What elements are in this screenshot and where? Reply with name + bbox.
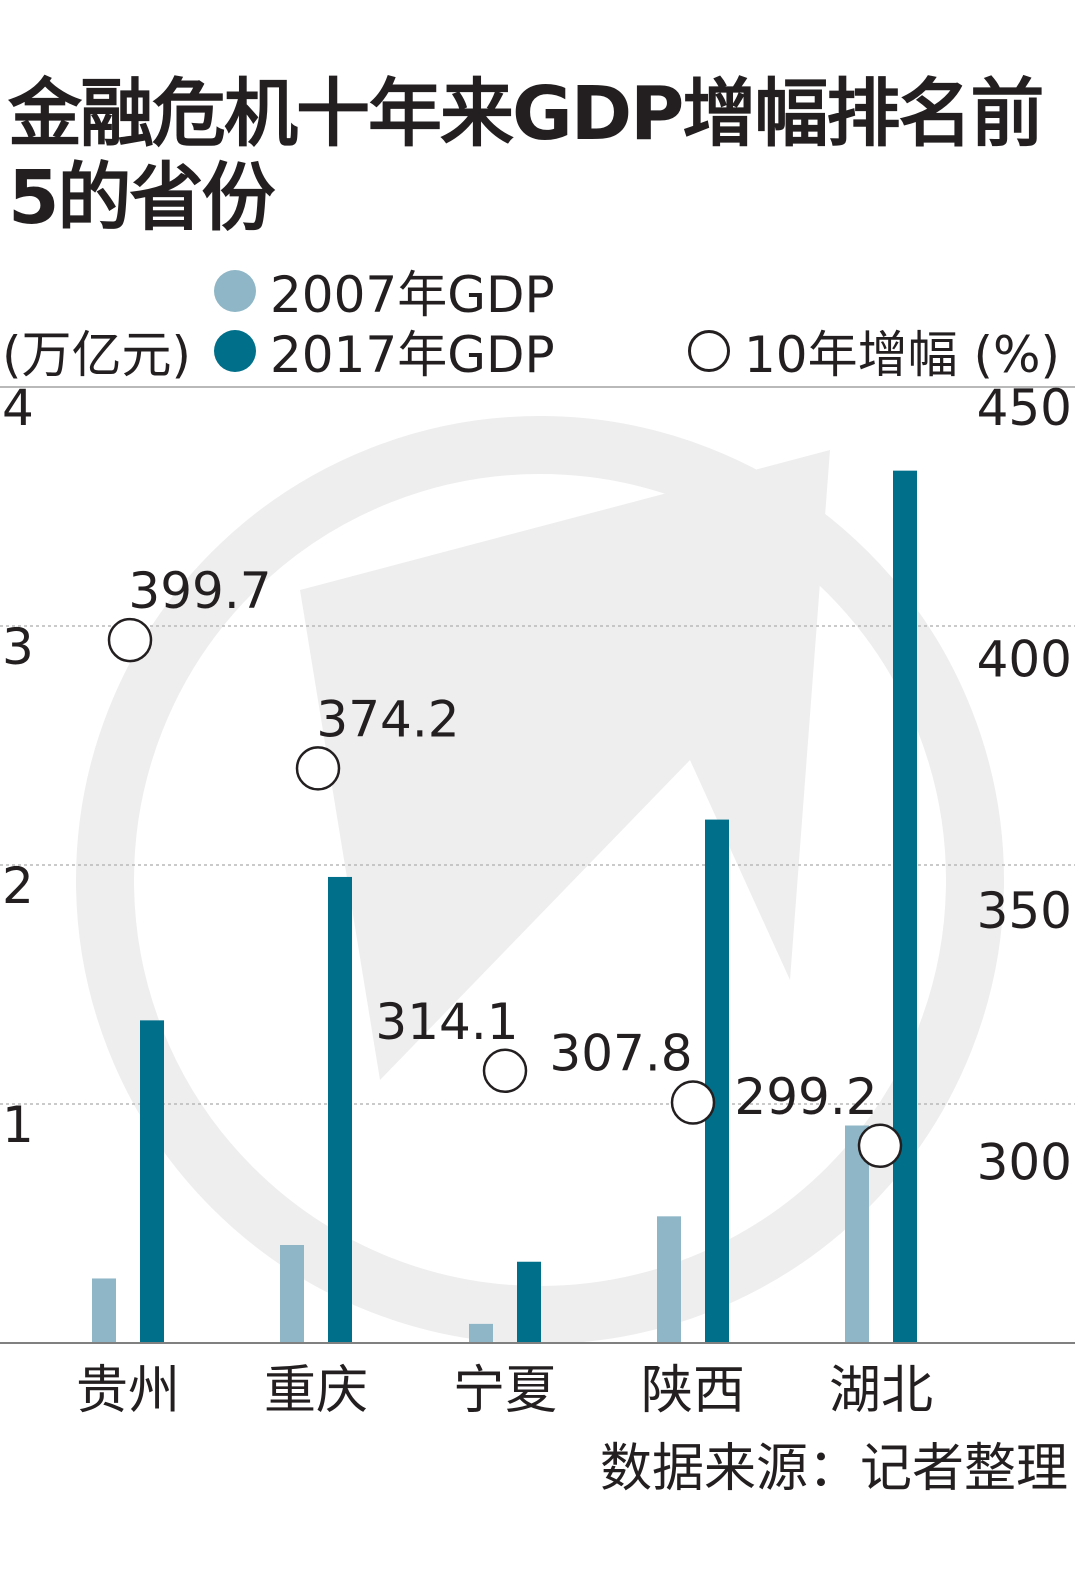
bar-2007 [92, 1278, 116, 1343]
right-axis-tick-label: 400 [977, 631, 1072, 689]
bar-2007 [469, 1323, 493, 1343]
growth-data-label: 307.8 [549, 1024, 692, 1082]
legend-swatch-2007 [214, 270, 256, 312]
growth-marker [670, 1080, 716, 1125]
legend-item-2007: 2007年GDP [214, 255, 555, 327]
bar-2007 [280, 1245, 304, 1343]
legend-label-growth: 10年增幅 (%) [744, 326, 1061, 384]
growth-data-label: 374.2 [316, 690, 459, 748]
bar-2007 [657, 1216, 681, 1343]
left-axis-tick-label: 2 [2, 857, 34, 915]
legend-label-2007: 2007年GDP [270, 266, 555, 324]
category-label: 陕西 [641, 1361, 745, 1421]
category-label: 贵州 [76, 1361, 180, 1421]
bar-2017 [893, 470, 917, 1343]
bar-2017 [140, 1020, 164, 1343]
legend-item-2017: 2017年GDP [214, 315, 555, 387]
bar-2017 [705, 819, 729, 1343]
growth-marker [482, 1048, 528, 1094]
left-axis-tick-label: 1 [2, 1096, 34, 1154]
left-axis-tick-label: 3 [2, 618, 34, 676]
right-axis-tick-label: 350 [977, 882, 1072, 940]
legend-swatch-growth [688, 330, 730, 372]
right-axis-tick-label: 450 [977, 379, 1072, 437]
growth-marker [107, 617, 153, 663]
chart-title: 金融危机十年来GDP增幅排名前5的省份 [8, 71, 1044, 241]
growth-marker [295, 746, 341, 791]
bar-2017 [328, 876, 352, 1343]
legend-item-growth: 10年增幅 (%) [688, 315, 1060, 387]
legend-label-2017: 2017年GDP [270, 326, 555, 384]
growth-data-label: 314.1 [375, 993, 518, 1051]
legend-swatch-2017 [214, 330, 256, 372]
watermark-arrow [300, 450, 830, 1080]
growth-data-label: 299.2 [734, 1068, 877, 1126]
growth-marker [857, 1123, 903, 1169]
left-axis-unit: (万亿元) [2, 326, 192, 384]
category-label: 宁夏 [453, 1361, 557, 1421]
source-note: 数据来源：记者整理 [599, 1439, 1068, 1499]
category-label: 重庆 [264, 1361, 368, 1421]
right-axis-tick-label: 300 [977, 1134, 1072, 1192]
bar-2017 [517, 1261, 541, 1343]
category-label: 湖北 [829, 1361, 933, 1421]
left-axis-tick-label: 4 [2, 379, 34, 437]
growth-data-label: 399.7 [128, 562, 271, 620]
